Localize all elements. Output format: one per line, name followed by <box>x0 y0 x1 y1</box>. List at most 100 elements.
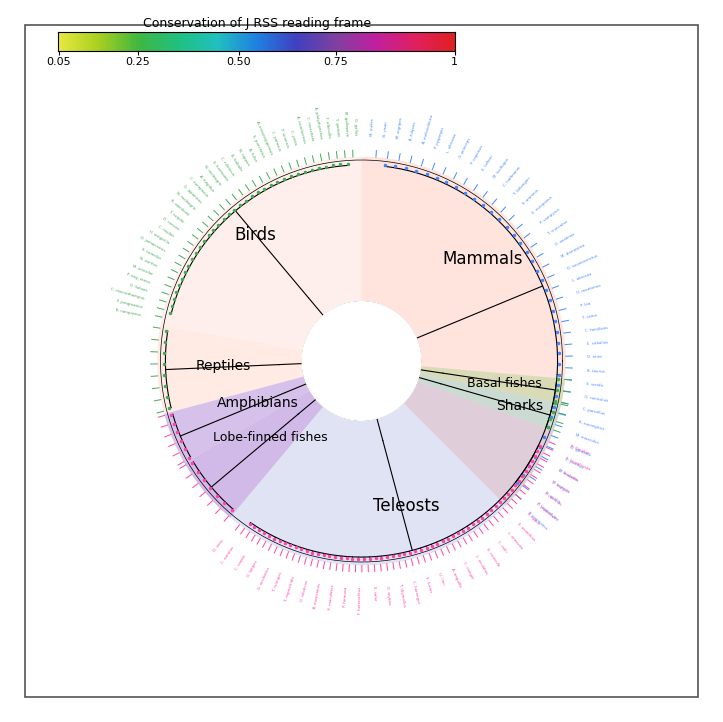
Text: L. oculatus: L. oculatus <box>474 554 488 575</box>
Text: N. vison: N. vison <box>383 121 389 136</box>
Text: G. aculeatus: G. aculeatus <box>257 566 271 590</box>
Text: L. africana: L. africana <box>572 271 592 282</box>
Text: T. rubripes: T. rubripes <box>273 571 283 592</box>
Text: M. domestica: M. domestica <box>561 243 586 258</box>
Text: D. rerio: D. rerio <box>213 538 225 552</box>
Text: S. harmonia: S. harmonia <box>211 160 228 181</box>
Wedge shape <box>164 376 310 463</box>
Text: A. fulva: A. fulva <box>247 148 257 162</box>
Text: E. burgeri: E. burgeri <box>551 480 569 494</box>
Text: G. japonicus: G. japonicus <box>181 184 202 204</box>
Text: O. garnettii: O. garnettii <box>570 445 591 457</box>
Text: P. ang_ranca: P. ang_ranca <box>126 272 150 284</box>
Text: T. nigroviridis: T. nigroviridis <box>284 576 296 602</box>
Text: P. pygargus: P. pygargus <box>435 126 445 149</box>
Text: L. fluviatilis: L. fluviatilis <box>558 469 579 483</box>
Text: O. niloticus: O. niloticus <box>300 580 309 602</box>
Text: Amphibians: Amphibians <box>217 396 299 410</box>
Text: T. truncatus: T. truncatus <box>547 219 568 236</box>
Text: H. sapiens: H. sapiens <box>551 480 570 494</box>
Text: S. camelus: S. camelus <box>140 247 161 261</box>
Text: E. telfairi: E. telfairi <box>482 155 495 172</box>
Text: C. carpio: C. carpio <box>234 554 247 570</box>
Text: P. pygmaeus: P. pygmaeus <box>527 511 548 531</box>
Text: O. latipes: O. latipes <box>247 560 259 578</box>
Text: O. jamaicensis: O. jamaicensis <box>139 235 166 253</box>
Text: Basal fishes: Basal fishes <box>467 377 542 390</box>
Text: P. vampyrus: P. vampyrus <box>539 208 560 225</box>
Text: F. albicollis: F. albicollis <box>325 116 331 138</box>
Wedge shape <box>419 366 565 404</box>
Text: C. jacchus: C. jacchus <box>564 457 583 469</box>
Text: N. auritus: N. auritus <box>138 256 158 269</box>
Text: L. africana: L. africana <box>447 133 458 154</box>
Text: M. musculus: M. musculus <box>574 432 599 445</box>
Text: E. europaeus: E. europaeus <box>531 196 553 215</box>
Text: M. gallopavo: M. gallopavo <box>343 110 348 136</box>
Text: L. erinacea: L. erinacea <box>507 531 523 550</box>
Text: T. guttata: T. guttata <box>334 118 340 136</box>
Text: C. auratus: C. auratus <box>221 546 236 565</box>
Text: B. taurus: B. taurus <box>587 368 604 373</box>
Text: T. acipita: T. acipita <box>168 210 184 224</box>
Text: C. picta: C. picta <box>289 130 298 146</box>
Text: S. araneus: S. araneus <box>522 188 540 205</box>
Text: C. conger: C. conger <box>462 561 474 580</box>
Text: N. nippon: N. nippon <box>237 148 250 167</box>
Text: X. maculatus: X. maculatus <box>328 585 335 611</box>
Text: U. limi: U. limi <box>437 573 445 586</box>
Text: O. haloae: O. haloae <box>129 283 147 292</box>
Text: C. porcellus: C. porcellus <box>581 407 605 417</box>
Wedge shape <box>417 373 561 431</box>
Text: Reptiles: Reptiles <box>195 359 251 373</box>
Text: F. heteroclitus: F. heteroclitus <box>358 587 362 614</box>
Text: P. progmatica: P. progmatica <box>116 299 142 309</box>
Text: T. thymallus: T. thymallus <box>398 583 406 607</box>
Text: O. aries: O. aries <box>587 355 602 360</box>
Text: S. canicula: S. canicula <box>485 547 500 567</box>
Text: C. porosus: C. porosus <box>270 131 281 152</box>
Wedge shape <box>184 391 323 518</box>
Text: R. swinhoeii: R. swinhoeii <box>170 199 190 217</box>
Text: C. moschata: C. moschata <box>305 116 315 141</box>
Text: A. fulgens: A. fulgens <box>409 121 417 142</box>
Text: A. platyrhynchos: A. platyrhynchos <box>313 107 322 139</box>
Text: A. mexicanus: A. mexicanus <box>314 583 322 609</box>
Text: H. strigicilla: H. strigicilla <box>148 230 170 245</box>
Text: S. scrofa: S. scrofa <box>586 382 603 387</box>
Text: E. caballus: E. caballus <box>586 341 608 347</box>
Text: O. mykiss: O. mykiss <box>385 585 391 604</box>
Text: C. harengus: C. harengus <box>411 580 421 604</box>
Text: Birds: Birds <box>235 226 276 244</box>
Text: C. japonicum: C. japonicum <box>535 503 557 522</box>
Text: C. europaeus: C. europaeus <box>187 176 208 198</box>
Text: G. gallus: G. gallus <box>353 118 357 136</box>
Text: F. catus: F. catus <box>583 314 598 321</box>
Text: O. anatinus: O. anatinus <box>555 232 576 247</box>
Text: O. princeps: O. princeps <box>458 137 472 159</box>
Text: C. hoffmanni: C. hoffmanni <box>502 165 522 188</box>
Text: S. punctatus: S. punctatus <box>251 135 265 159</box>
Text: O. cuniculus: O. cuniculus <box>584 395 609 402</box>
Text: B. rampastus: B. rampastus <box>115 308 141 318</box>
Text: C. milii: C. milii <box>496 540 508 553</box>
Text: A. melanoleuca: A. melanoleuca <box>422 114 434 144</box>
Text: R. norvegicus: R. norvegicus <box>578 420 605 431</box>
Text: C. familiaris: C. familiaris <box>585 326 609 334</box>
Text: C. mydas: C. mydas <box>157 225 174 238</box>
Text: P. formosa: P. formosa <box>343 586 348 606</box>
Wedge shape <box>362 157 566 505</box>
Text: T. belangeri: T. belangeri <box>513 177 531 196</box>
Text: U. maritimus: U. maritimus <box>576 284 602 295</box>
Text: S. salar: S. salar <box>372 586 377 601</box>
Circle shape <box>302 302 421 420</box>
Text: P. marinus: P. marinus <box>544 492 562 507</box>
Title: Conservation of J RSS reading frame: Conservation of J RSS reading frame <box>142 17 371 30</box>
Text: P. troglodytes: P. troglodytes <box>536 501 559 521</box>
Text: D. concea: D. concea <box>161 216 179 231</box>
Text: R. typus: R. typus <box>526 513 541 526</box>
Text: S. kowalevskii: S. kowalevskii <box>564 457 591 472</box>
Text: A. fulgidus: A. fulgidus <box>198 174 215 192</box>
Text: N. meleagris: N. meleagris <box>175 191 196 211</box>
Text: E. lucius: E. lucius <box>424 577 433 593</box>
